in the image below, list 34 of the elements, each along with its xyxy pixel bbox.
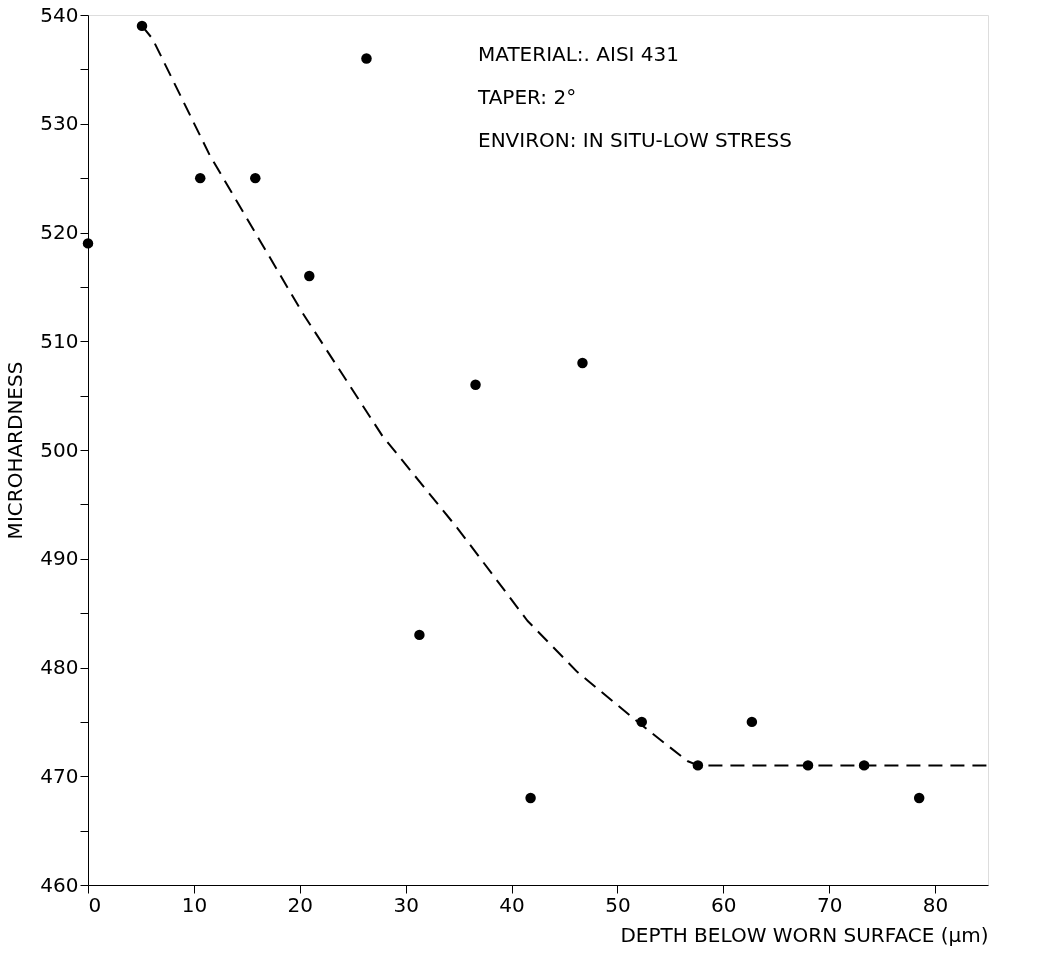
y-tick-label: 470 (40, 763, 79, 788)
annotation: MATERIAL:. AISI 431 (478, 42, 680, 66)
x-tick-label: 60 (711, 892, 737, 917)
y-tick-label: 460 (40, 872, 79, 897)
y-tick-label: 510 (40, 328, 79, 353)
point (577, 357, 588, 369)
point (525, 792, 536, 804)
x-axis-title: DEPTH BELOW WORN SURFACE (μm) (620, 922, 989, 947)
annotation: ENVIRON: IN SITU-LOW STRESS (478, 128, 792, 152)
annotation: TAPER: 2° (477, 85, 577, 109)
x-tick-label: 50 (605, 892, 631, 917)
x-tick-label: 10 (181, 892, 208, 917)
point (304, 270, 315, 282)
point (82, 238, 94, 249)
y-axis-title: MICROHARDNESS (3, 361, 28, 540)
x-tick-label: 0 (88, 892, 102, 917)
point (414, 629, 425, 641)
y-tick-label: 490 (40, 546, 79, 571)
point (194, 172, 206, 184)
point (913, 792, 925, 804)
x-tick-label: 20 (287, 892, 313, 917)
point (470, 379, 481, 390)
point (250, 172, 261, 184)
point (361, 53, 372, 64)
x-tick-label: 80 (922, 892, 949, 917)
x-tick-label: 30 (393, 892, 419, 917)
point (746, 716, 758, 728)
y-tick-label: 480 (40, 655, 79, 679)
y-tick-label: 540 (40, 2, 79, 27)
y-tick-label: 520 (40, 220, 79, 244)
y-tick-label: 500 (40, 437, 79, 462)
x-tick-label: 40 (499, 892, 525, 917)
x-tick-label: 70 (816, 892, 843, 917)
y-tick-label: 530 (40, 111, 79, 136)
